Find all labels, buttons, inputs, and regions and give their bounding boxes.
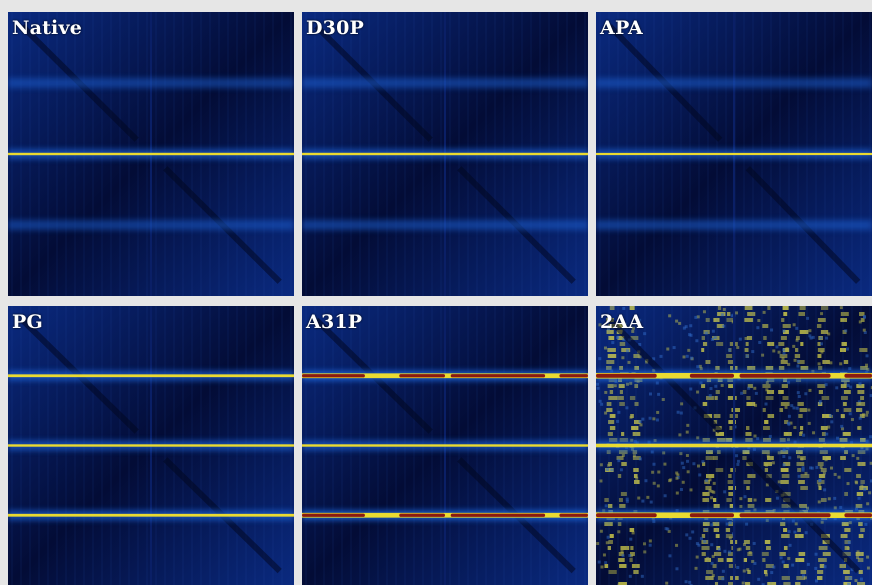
band-1 xyxy=(302,149,588,159)
band-glow xyxy=(596,78,872,88)
heatmap-2aa xyxy=(596,306,872,585)
heatmap-d30p xyxy=(302,12,588,296)
band-0 xyxy=(8,78,294,88)
band-2 xyxy=(8,510,294,521)
band-hotspot xyxy=(302,374,365,378)
band-hotspot xyxy=(689,513,734,518)
band-hotspot xyxy=(596,513,657,518)
panel-native: Native xyxy=(8,12,294,296)
band-hotspot xyxy=(399,513,445,517)
panel-a31p: A31P xyxy=(302,306,588,585)
band-core xyxy=(8,444,294,447)
band-core xyxy=(596,152,872,156)
band-2 xyxy=(596,220,872,230)
band-2 xyxy=(596,510,872,521)
band-core xyxy=(8,374,294,378)
panel-d30p: D30P xyxy=(302,12,588,296)
panel-label-a31p: A31P xyxy=(306,311,363,333)
band-hotspot xyxy=(450,374,546,378)
band-hotspot xyxy=(559,374,588,378)
band-2 xyxy=(8,220,294,230)
heatmap-a31p xyxy=(302,306,588,585)
band-1 xyxy=(8,149,294,159)
band-core xyxy=(302,152,588,156)
band-0 xyxy=(596,78,872,88)
band-glow xyxy=(8,220,294,230)
heatmap-pg xyxy=(8,306,294,585)
band-0 xyxy=(8,370,294,381)
band-2 xyxy=(302,510,588,521)
panel-2aa: 2AA xyxy=(596,306,872,585)
band-hotspot xyxy=(739,513,831,518)
band-glow xyxy=(302,220,588,230)
band-0 xyxy=(302,370,588,381)
band-hotspot xyxy=(302,513,365,517)
panel-label-2aa: 2AA xyxy=(600,311,644,333)
band-2 xyxy=(302,220,588,230)
band-core xyxy=(596,443,872,448)
band-1 xyxy=(596,440,872,451)
band-0 xyxy=(596,370,872,381)
band-hotspot xyxy=(689,373,734,378)
band-hotspot xyxy=(559,513,588,517)
panel-pg: PG xyxy=(8,306,294,585)
heatmap-native xyxy=(8,12,294,296)
band-hotspot xyxy=(844,513,872,518)
band-1 xyxy=(596,149,872,159)
panel-apa: APA xyxy=(596,12,872,296)
band-glow xyxy=(302,78,588,88)
band-hotspot xyxy=(844,373,872,378)
band-hotspot xyxy=(739,373,831,378)
panel-label-apa: APA xyxy=(600,17,643,39)
panel-label-pg: PG xyxy=(12,311,43,333)
band-glow xyxy=(8,78,294,88)
band-1 xyxy=(8,440,294,451)
band-1 xyxy=(302,440,588,451)
band-core xyxy=(8,513,294,517)
panel-label-d30p: D30P xyxy=(306,17,365,39)
band-0 xyxy=(302,78,588,88)
panel-label-native: Native xyxy=(12,17,83,39)
band-core xyxy=(8,152,294,156)
heatmap-apa xyxy=(596,12,872,296)
band-hotspot xyxy=(450,513,546,517)
band-hotspot xyxy=(596,373,657,378)
band-hotspot xyxy=(399,374,445,378)
band-glow xyxy=(596,220,872,230)
band-core xyxy=(302,444,588,447)
